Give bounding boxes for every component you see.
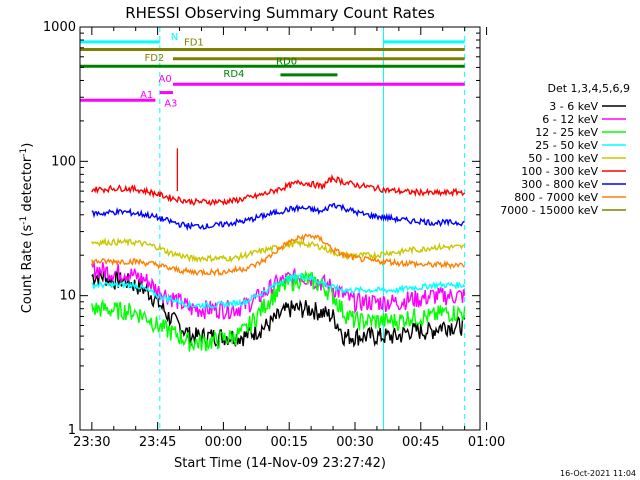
y-tick-label: 1 xyxy=(68,423,76,438)
flag-label: FD2 xyxy=(144,53,164,64)
legend-label: 3 - 6 keV xyxy=(549,100,598,113)
plot-area: N FD1 FD2 RD0 RD4 A0 A1 A3 1 10 100 1000 23:30 23:45 0… xyxy=(43,20,505,450)
y-tick-label: 1000 xyxy=(43,20,76,35)
plot-frame xyxy=(79,26,481,431)
x-tick-label: 00:45 xyxy=(402,435,439,450)
x-tick-label: 23:30 xyxy=(73,435,110,450)
x-tick-label: 00:00 xyxy=(205,435,242,450)
legend-label: 25 - 50 keV xyxy=(535,139,598,152)
series-line xyxy=(91,269,466,352)
y-axis-label-sup: -1 xyxy=(19,148,29,157)
flag-label: N xyxy=(171,32,178,43)
flag-label: RD0 xyxy=(276,56,297,67)
legend-label: 6 - 12 keV xyxy=(542,113,598,126)
legend-label: 100 - 300 keV xyxy=(521,165,598,178)
legend-label: 300 - 800 keV xyxy=(521,178,598,191)
flag-label: A3 xyxy=(164,99,177,110)
legend-title: Det 1,3,4,5,6,9 xyxy=(547,82,630,95)
x-tick-label: 00:15 xyxy=(270,435,307,450)
legend-label: 50 - 100 keV xyxy=(528,152,598,165)
y-axis-label-part: ) xyxy=(20,143,35,148)
legend-label: 7000 - 15000 keV xyxy=(500,204,598,217)
flag-label: RD4 xyxy=(223,69,244,80)
series-line xyxy=(91,268,466,349)
y-tick-label: 10 xyxy=(59,289,76,304)
y-axis-label-part: detector xyxy=(20,156,35,216)
flag-label: A0 xyxy=(159,74,172,85)
series-line xyxy=(91,173,466,207)
legend-label: 12 - 25 keV xyxy=(535,126,598,139)
legend-label: 800 - 7000 keV xyxy=(514,191,598,204)
x-tick-label: 00:30 xyxy=(336,435,373,450)
series-line xyxy=(91,233,465,277)
timestamp: 16-Oct-2021 11:04 xyxy=(560,469,636,478)
y-axis-label-sup: -1 xyxy=(19,216,29,225)
chart-title: RHESSI Observing Summary Count Rates xyxy=(125,4,435,22)
series-line xyxy=(91,202,465,232)
flag-label: A1 xyxy=(140,90,153,101)
series-line xyxy=(91,271,466,310)
flag-label: FD1 xyxy=(184,37,204,48)
y-tick-label: 100 xyxy=(51,154,76,169)
y-axis-label: Count Rate (s-1 detector-1) xyxy=(19,143,35,314)
y-axis-label-part: Count Rate (s xyxy=(20,225,35,314)
x-axis-label: Start Time (14-Nov-09 23:27:42) xyxy=(174,456,386,471)
x-tick-label: 01:00 xyxy=(468,435,505,450)
x-tick-label: 23:45 xyxy=(139,435,176,450)
